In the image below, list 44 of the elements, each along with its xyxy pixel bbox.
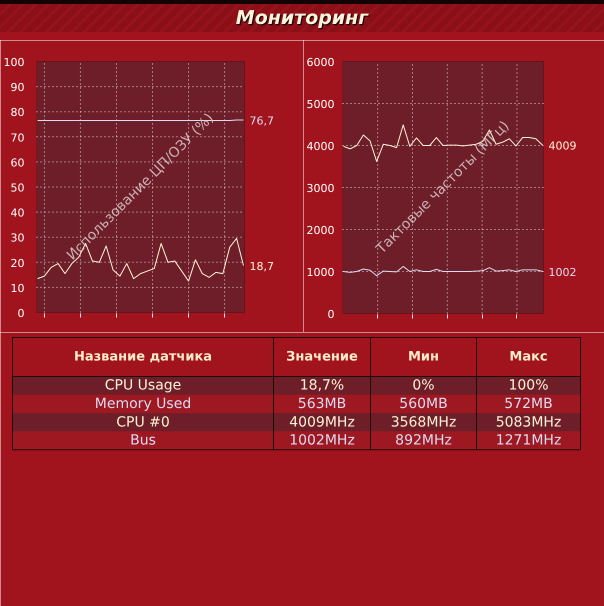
text: 18,7% [300, 378, 344, 394]
text: Bus [130, 432, 156, 449]
text: 0% [412, 378, 435, 394]
text: 563MB [298, 396, 346, 412]
data-label: 76,7 [249, 114, 274, 128]
y-tick-label: 0 [328, 308, 334, 321]
text: Memory Used [94, 396, 192, 412]
line-series [342, 266, 544, 276]
text: 100% [508, 378, 549, 394]
y-tick-label: 5000 [306, 98, 335, 111]
y-tick-label: 2000 [306, 224, 335, 237]
text: 5083MHz [496, 414, 562, 430]
text: 1002MHz [289, 432, 355, 449]
y-tick-label: 60 [10, 156, 25, 170]
data-label: 18,7 [249, 260, 274, 274]
text: 892MHz [395, 432, 452, 449]
y-tick-label: 100 [4, 56, 25, 69]
text: 560MB [399, 396, 448, 412]
text: Мониторинг [0, 4, 604, 32]
text: 3568MHz [390, 414, 456, 430]
y-tick-label: 0 [18, 307, 24, 320]
y-tick-label: 80 [10, 106, 25, 120]
text: CPU #0 [116, 414, 170, 430]
y-tick-label: 4000 [306, 140, 335, 153]
y-tick-label: 90 [10, 81, 25, 94]
data-label: 1002 [548, 266, 577, 279]
category-label: Значение [286, 350, 358, 364]
data-label: 4009 [548, 140, 577, 153]
y-tick-label: 10 [10, 282, 25, 295]
y-tick-label: 50 [10, 182, 25, 194]
y-tick-label: 70 [10, 131, 25, 144]
category-label: Мин [408, 350, 440, 364]
category-label: Макс [509, 350, 548, 364]
text: 572MB [504, 396, 553, 412]
category-label: Название датчика [74, 350, 212, 364]
y-tick-label: 30 [10, 232, 25, 245]
text: 1271MHz [496, 432, 562, 449]
y-tick-label: 6000 [306, 56, 335, 69]
y-tick-label: 40 [10, 206, 25, 220]
text: CPU Usage [104, 378, 182, 394]
y-tick-label: 20 [10, 256, 25, 270]
y-tick-label: 1000 [306, 266, 335, 279]
y-tick-label: 3000 [306, 182, 335, 195]
text: 4009MHz [289, 414, 355, 430]
